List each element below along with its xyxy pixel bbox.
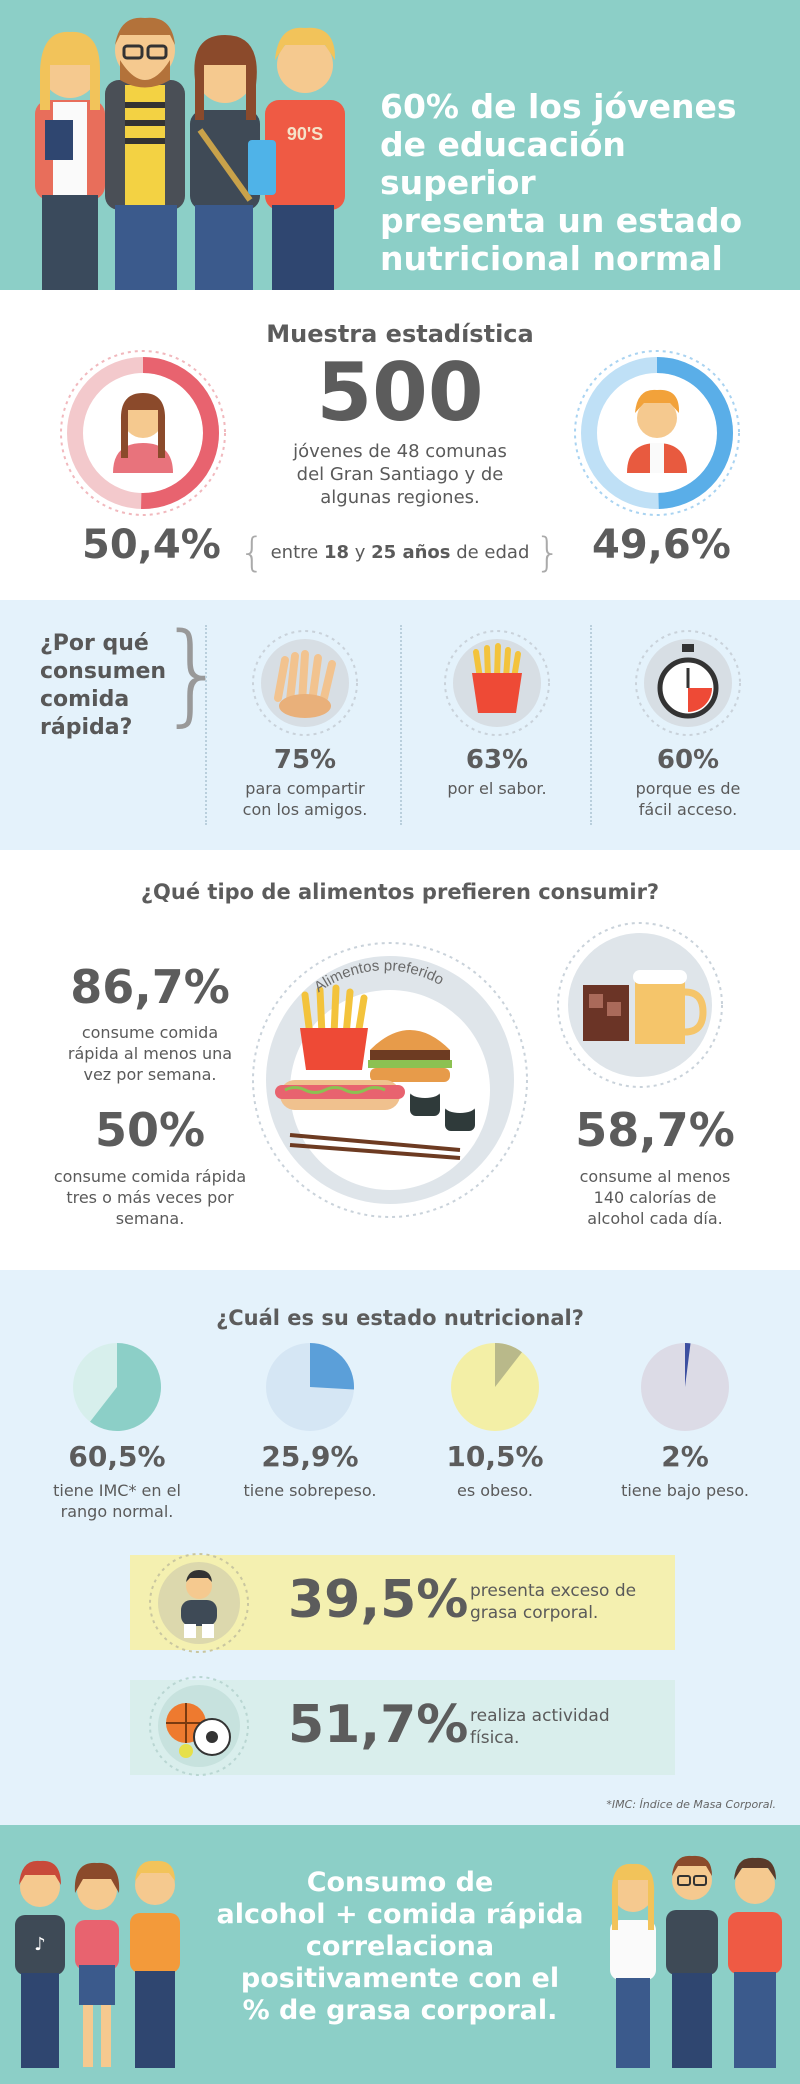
footer-figure-right-3 bbox=[728, 1857, 782, 2068]
sample-count: 500 bbox=[316, 346, 484, 439]
why-question: ¿Por qué consumen comida rápida? bbox=[40, 631, 167, 740]
pie-obese-slice bbox=[495, 1343, 522, 1387]
why-label-3: porque es de fácil acceso. bbox=[635, 779, 741, 819]
drinks-illustration bbox=[557, 922, 723, 1088]
students-illustration: 90'S bbox=[35, 17, 345, 290]
sample-section: Muestra estadística 500 jóvenes de 48 co… bbox=[0, 290, 800, 600]
pie-normal bbox=[73, 1343, 161, 1431]
sample-description: jóvenes de 48 comunas del Gran Santiago … bbox=[293, 441, 507, 508]
footer-people-right bbox=[610, 1855, 782, 2068]
female-ring bbox=[60, 350, 226, 516]
fries-icon bbox=[444, 630, 550, 736]
nutrition-label-underweight: tiene bajo peso. bbox=[621, 1481, 749, 1500]
female-avatar-icon bbox=[113, 393, 173, 473]
preferred-heading: ¿Qué tipo de alimentos prefieren consumi… bbox=[140, 880, 660, 904]
male-avatar-icon bbox=[627, 389, 687, 473]
hotdog-icon bbox=[275, 1080, 405, 1110]
stat-three-times-label: consume comida rápida tres o más veces p… bbox=[53, 1167, 247, 1228]
stat-alcohol-label: consume al menos 140 calorías de alcohol… bbox=[579, 1167, 731, 1228]
footer-people-left: ♪ bbox=[15, 1860, 180, 2068]
shirt-text: 90'S bbox=[287, 124, 323, 144]
activity-label: realiza actividad física. bbox=[470, 1706, 610, 1748]
pie-overweight-slice bbox=[310, 1343, 354, 1390]
nutrition-label-normal: tiene IMC* en el rango normal. bbox=[53, 1481, 181, 1521]
student-figure-3 bbox=[190, 35, 260, 290]
soda-glass-icon bbox=[583, 985, 629, 1041]
sports-balls-icon bbox=[149, 1676, 249, 1776]
student-figure-4: 90'S bbox=[248, 27, 345, 290]
imc-footnote: *IMC: Índice de Masa Corporal. bbox=[606, 1798, 776, 1811]
preferred-section: ¿Qué tipo de alimentos prefieren consumi… bbox=[0, 850, 800, 1270]
body-fat-value: 39,5% bbox=[288, 1570, 469, 1630]
student-figure-2 bbox=[105, 17, 185, 290]
footer-figure-right-1 bbox=[610, 1863, 656, 2068]
why-brace: } bbox=[158, 609, 228, 737]
nutrition-value-normal: 60,5% bbox=[68, 1440, 166, 1473]
svg-text:♪: ♪ bbox=[34, 1934, 46, 1955]
nutrition-label-overweight: tiene sobrepeso. bbox=[243, 1481, 377, 1500]
stat-three-times-value: 50% bbox=[94, 1103, 206, 1157]
stat-weekly-value: 86,7% bbox=[70, 960, 230, 1014]
activity-value: 51,7% bbox=[288, 1695, 469, 1755]
nutrition-section: ¿Cuál es su estado nutricional? 60,5% ti… bbox=[0, 1270, 800, 1825]
body-fat-label: presenta exceso de grasa corporal. bbox=[470, 1581, 637, 1623]
student-figure-1 bbox=[35, 31, 105, 290]
pie-obese bbox=[451, 1343, 539, 1431]
header-title: 60% de los jóvenes de educación superior… bbox=[380, 87, 743, 278]
nutrition-label-obese: es obeso. bbox=[457, 1481, 533, 1500]
age-range: { entre 18 y 25 años de edad } bbox=[239, 530, 561, 576]
stat-alcohol-value: 58,7% bbox=[575, 1103, 735, 1157]
beer-mug-icon bbox=[633, 970, 707, 1044]
why-value-2: 63% bbox=[465, 745, 529, 775]
nutrition-heading: ¿Cuál es su estado nutricional? bbox=[216, 1306, 584, 1330]
sushi-icon bbox=[289, 1086, 475, 1160]
nutrition-value-overweight: 25,9% bbox=[261, 1440, 359, 1473]
female-percentage: 50,4% bbox=[82, 522, 221, 568]
footer-section: ♪ Consumo de alcohol + comida rápida cor… bbox=[0, 1825, 800, 2084]
stopwatch-icon bbox=[635, 630, 741, 736]
footer-figure-right-2 bbox=[666, 1855, 718, 2068]
nutrition-value-obese: 10,5% bbox=[446, 1440, 544, 1473]
sample-heading: Muestra estadística bbox=[266, 320, 534, 348]
why-section: ¿Por qué consumen comida rápida? } 75% p… bbox=[0, 600, 800, 850]
burger-icon bbox=[368, 1030, 452, 1082]
footer-figure-left-3 bbox=[130, 1860, 180, 2068]
pie-normal-slice bbox=[90, 1343, 161, 1431]
fries-icon bbox=[300, 984, 368, 1070]
preferred-foods-illustration: Alimentos preferidos bbox=[250, 940, 528, 1218]
pie-overweight bbox=[266, 1343, 354, 1431]
header-section: 90'S 60% de los jóvenes de educación sup… bbox=[0, 0, 800, 290]
footer-figure-left-1: ♪ bbox=[15, 1860, 65, 2068]
person-icon bbox=[149, 1553, 249, 1653]
male-ring bbox=[574, 350, 740, 516]
stat-weekly-label: consume comida rápida al menos una vez p… bbox=[67, 1023, 233, 1084]
nutrition-value-underweight: 2% bbox=[661, 1440, 709, 1473]
male-ring-arc bbox=[581, 357, 733, 509]
pie-underweight-slice bbox=[685, 1343, 691, 1387]
footer-message: Consumo de alcohol + comida rápida corre… bbox=[216, 1867, 584, 2026]
why-label-2: por el sabor. bbox=[447, 779, 547, 798]
hands-icon bbox=[252, 630, 358, 736]
why-value-3: 60% bbox=[656, 745, 720, 775]
why-value-1: 75% bbox=[273, 745, 337, 775]
why-label-1: para compartir con los amigos. bbox=[242, 779, 368, 819]
pie-underweight bbox=[641, 1343, 729, 1431]
footer-figure-left-2 bbox=[74, 1862, 120, 2067]
female-ring-arc bbox=[67, 357, 219, 509]
male-percentage: 49,6% bbox=[592, 522, 731, 568]
